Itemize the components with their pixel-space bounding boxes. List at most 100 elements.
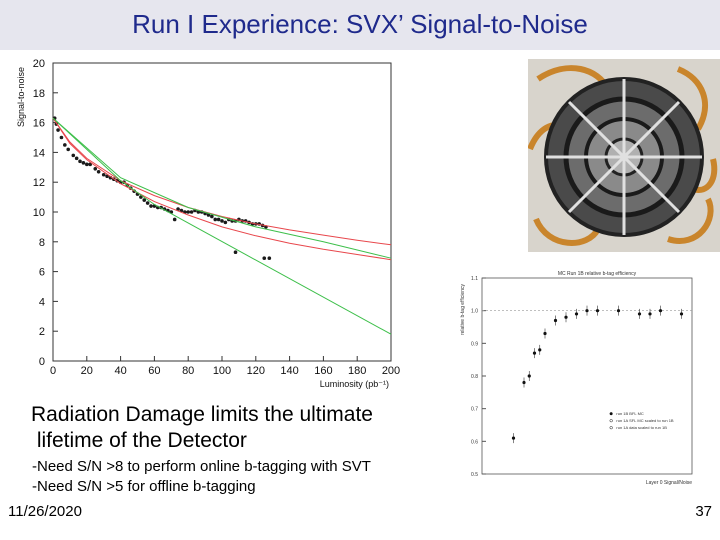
data-point [679, 312, 684, 316]
y-tick-label: 0.5 [471, 472, 478, 478]
data-point [233, 250, 238, 255]
y-tick-label: 0.9 [471, 341, 478, 347]
bullet-line-2: lifetime of the Detector [31, 429, 247, 452]
data-point [142, 198, 147, 202]
data-point [543, 331, 547, 336]
y-tick-label: 12 [33, 177, 45, 189]
data-point [74, 156, 79, 161]
data-point [210, 214, 214, 219]
y-tick-label: 1.1 [471, 276, 478, 282]
y-tick-label: 6 [39, 267, 45, 279]
data-point [145, 201, 150, 205]
detector-photo [528, 59, 720, 252]
data-point [56, 128, 60, 132]
data-point [267, 256, 272, 260]
x-axis-label: Luminosity (pb⁻¹) [320, 379, 389, 389]
chart-title: MC Run 1B relative b-tag efficiency [558, 271, 637, 277]
fit-line [52, 117, 392, 335]
signal-to-noise-chart: 0 20 40 60 80 100 120 140 160 180 200 0 2 4 6 8 10 12 14 16… [16, 58, 400, 389]
data-point [96, 169, 101, 174]
data-point [186, 210, 190, 214]
data-point [223, 220, 228, 225]
data-point [189, 210, 194, 214]
x-tick-label: 60 [148, 365, 160, 377]
data-point [149, 204, 153, 208]
data-point [176, 207, 180, 211]
data-point [81, 161, 86, 165]
bullet-radiation-damage: Radiation Damage limits the ultimate lif… [31, 402, 451, 454]
y-axis-label: relative b-tag efficiency [460, 284, 466, 336]
data-point [220, 219, 224, 223]
y-axis-label: Signal-to-noise [16, 67, 26, 127]
legend-marker [609, 412, 613, 416]
data-point [66, 147, 71, 152]
fit-line [52, 117, 392, 259]
data-point [93, 166, 98, 171]
fit-curve [52, 117, 392, 246]
y-tick-label: 14 [33, 147, 45, 159]
x-tick-label: 80 [182, 365, 194, 377]
data-point [262, 256, 267, 260]
x-tick-label: 120 [247, 365, 265, 377]
page-number: 37 [695, 503, 712, 520]
plot-frame [52, 62, 392, 362]
y-tick-label: 8 [39, 237, 45, 249]
detector-spokes [546, 79, 702, 235]
data-point [511, 436, 516, 440]
data-point [585, 309, 589, 313]
data-point [553, 318, 558, 323]
data-point [522, 380, 526, 385]
data-point [213, 217, 218, 222]
title-bar [0, 0, 720, 50]
y-tick-label: 10 [33, 207, 45, 219]
x-tick-label: 40 [114, 365, 126, 377]
y-tick-label: 1.0 [471, 309, 478, 315]
x-tick-label: 0 [50, 365, 56, 377]
x-tick-label: 20 [81, 365, 93, 377]
btag-efficiency-chart: 0.5 0.6 0.7 0.8 0.9 1.0 1.1 MC Run 1B relative … [460, 271, 693, 486]
data-point [59, 135, 64, 140]
data-point [616, 309, 621, 313]
sub-bullet-online: -Need S/N >8 to perform online b-tagging… [32, 458, 371, 475]
data-point [564, 315, 568, 319]
y-tick-label: 2 [39, 326, 45, 338]
legend-marker [609, 426, 613, 430]
slide-title: Run I Experience: SVX’ Signal-to-Noise [132, 9, 588, 39]
data-point [527, 374, 531, 378]
data-point [179, 208, 184, 213]
y-tick-label: 18 [33, 88, 45, 100]
data-point [78, 159, 82, 164]
data-point [172, 217, 177, 222]
data-point [216, 217, 221, 222]
x-tick-label: 200 [382, 365, 400, 377]
legend-entry: run 1A data scaled to run 1B [616, 425, 667, 430]
data-point [574, 312, 579, 316]
bullet-line-1: Radiation Damage limits the ultimate [31, 403, 373, 426]
legend-entry: run 1B BFL MC [616, 411, 644, 416]
legend-marker [609, 419, 613, 423]
data-point [648, 312, 652, 316]
data-point [71, 153, 76, 158]
data-point [595, 309, 600, 313]
data-point [85, 162, 89, 167]
x-axis-label: Layer 0 Signal/Noise [646, 480, 692, 486]
x-tick-label: 140 [280, 365, 298, 377]
legend-entry: run 1A SFL MC scaled to run 1B [616, 418, 674, 423]
data-point [538, 348, 542, 352]
y-tick-label: 0.6 [471, 439, 478, 445]
data-point [532, 351, 537, 355]
data-point [101, 172, 106, 177]
y-tick-label: 0.8 [471, 374, 478, 380]
data-point [63, 143, 67, 147]
footer-date: 11/26/2020 [8, 503, 82, 520]
y-tick-label: 0 [39, 356, 45, 368]
data-point [637, 312, 642, 316]
x-tick-label: 100 [213, 365, 231, 377]
fit-curve [52, 117, 392, 261]
y-tick-label: 4 [39, 296, 45, 308]
y-tick-label: 16 [33, 118, 45, 130]
y-tick-label: 0.7 [471, 407, 478, 413]
sub-bullet-offline: -Need S/N >5 for offline b-tagging [32, 478, 256, 495]
x-tick-label: 180 [348, 365, 366, 377]
y-tick-label: 20 [33, 58, 45, 70]
